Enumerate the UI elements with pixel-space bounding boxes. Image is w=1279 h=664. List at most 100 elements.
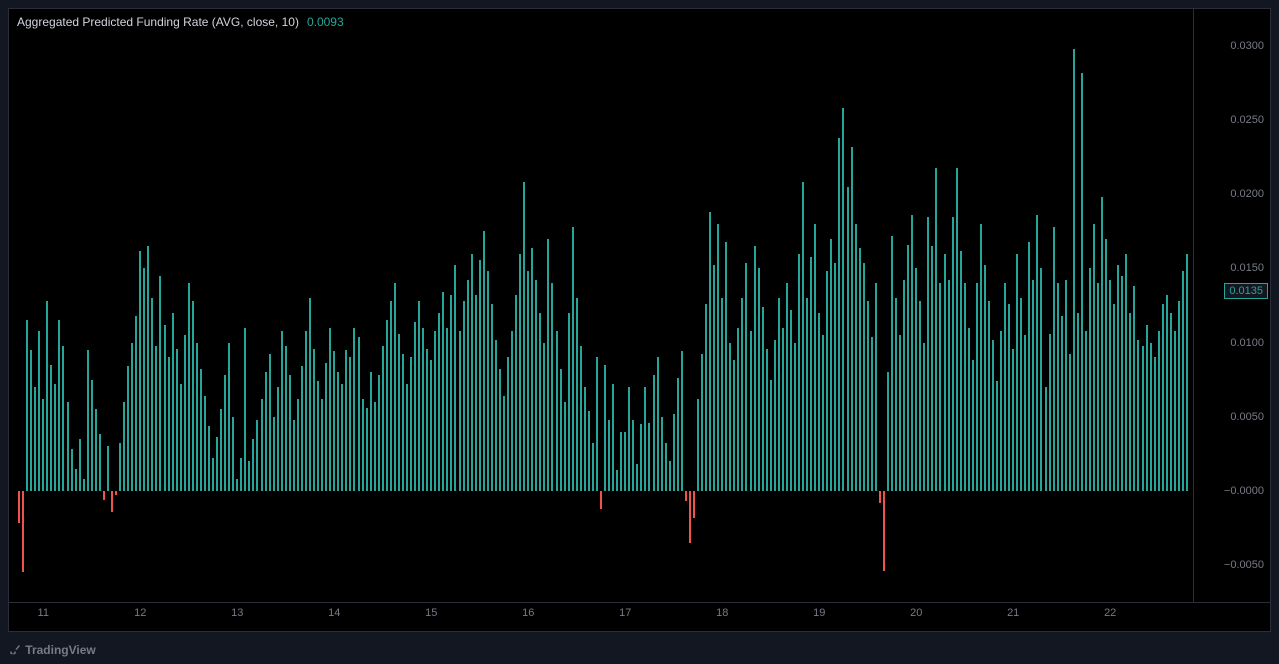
x-tick-label: 11	[38, 607, 49, 619]
funding-bar	[87, 350, 89, 491]
funding-bar	[972, 360, 974, 490]
funding-bar	[159, 276, 161, 491]
funding-bar	[22, 491, 24, 573]
funding-bar	[624, 432, 626, 491]
x-axis[interactable]: 111213141516171819202122	[9, 603, 1194, 631]
funding-bar	[539, 313, 541, 491]
funding-bar	[168, 357, 170, 490]
funding-bar	[151, 298, 153, 491]
funding-bar	[653, 375, 655, 491]
funding-bar	[176, 349, 178, 491]
funding-bar	[697, 399, 699, 491]
funding-bar	[475, 295, 477, 491]
funding-bar	[434, 331, 436, 491]
funding-bar	[519, 254, 521, 491]
tradingview-attribution[interactable]: ᎑ᐟ TradingView	[10, 642, 96, 658]
funding-bar	[402, 354, 404, 490]
funding-bar	[329, 328, 331, 491]
funding-bar	[220, 409, 222, 491]
funding-bar	[560, 369, 562, 491]
funding-bar	[1049, 334, 1051, 491]
funding-bar	[1020, 298, 1022, 491]
funding-bar	[592, 443, 594, 490]
funding-bar	[26, 320, 28, 490]
funding-bar	[657, 357, 659, 490]
funding-bar	[467, 280, 469, 491]
y-tick-label: 0.0250	[1230, 114, 1264, 126]
funding-bar	[1158, 331, 1160, 491]
funding-bar	[968, 328, 970, 491]
funding-bar	[770, 380, 772, 491]
funding-bar	[147, 246, 149, 491]
funding-bar	[479, 260, 481, 491]
funding-bar	[261, 399, 263, 491]
funding-bar	[802, 182, 804, 490]
funding-bar	[766, 349, 768, 491]
funding-bar	[345, 350, 347, 491]
funding-bar	[135, 316, 137, 491]
funding-bar	[669, 461, 671, 491]
funding-bar	[952, 217, 954, 491]
funding-bar	[398, 334, 400, 491]
funding-bar	[394, 283, 396, 491]
funding-bar	[1081, 73, 1083, 491]
funding-bar	[1032, 280, 1034, 491]
funding-bar	[200, 369, 202, 491]
funding-bar	[762, 307, 764, 491]
funding-bar	[640, 424, 642, 491]
funding-bar	[1004, 283, 1006, 491]
funding-bar	[960, 251, 962, 491]
funding-bar	[568, 313, 570, 491]
funding-bar	[863, 263, 865, 491]
y-axis[interactable]: 0.03000.02500.02000.01500.01000.0050−0.0…	[1194, 9, 1270, 603]
chart-legend[interactable]: Aggregated Predicted Funding Rate (AVG, …	[17, 15, 344, 29]
funding-bar	[830, 239, 832, 491]
funding-bar	[463, 301, 465, 491]
bars-container	[9, 9, 1193, 602]
funding-bar	[83, 479, 85, 491]
funding-bar	[588, 411, 590, 491]
funding-bar	[689, 491, 691, 543]
funding-bar	[1182, 271, 1184, 490]
funding-bar	[527, 271, 529, 490]
funding-bar	[984, 265, 986, 490]
funding-bar	[459, 331, 461, 491]
funding-bar	[390, 301, 392, 491]
funding-bar	[834, 263, 836, 491]
funding-bar	[378, 375, 380, 491]
funding-bar	[556, 331, 558, 491]
funding-bar	[1142, 346, 1144, 491]
funding-bar	[709, 212, 711, 491]
y-tick-label: 0.0050	[1230, 411, 1264, 423]
funding-bar	[103, 491, 105, 500]
funding-bar	[790, 310, 792, 491]
funding-bar	[600, 491, 602, 509]
funding-bar	[774, 340, 776, 491]
funding-bar	[1125, 254, 1127, 491]
funding-bar	[131, 343, 133, 491]
funding-bar	[99, 434, 101, 490]
funding-bar	[1085, 331, 1087, 491]
funding-bar	[939, 283, 941, 491]
funding-bar	[1016, 254, 1018, 491]
funding-bar	[636, 464, 638, 491]
funding-bar	[252, 439, 254, 491]
x-tick-label: 16	[522, 607, 534, 619]
funding-bar	[980, 224, 982, 491]
funding-bar	[871, 337, 873, 491]
funding-bar	[988, 301, 990, 491]
funding-bar	[91, 380, 93, 491]
funding-bar	[1117, 265, 1119, 490]
funding-bar	[192, 301, 194, 491]
funding-bar	[95, 409, 97, 491]
funding-bar	[1097, 283, 1099, 491]
funding-bar	[923, 343, 925, 491]
funding-bar	[62, 346, 64, 491]
chart-plot-area[interactable]: Aggregated Predicted Funding Rate (AVG, …	[9, 9, 1194, 603]
funding-bar	[547, 239, 549, 491]
funding-bar	[454, 265, 456, 490]
funding-bar	[269, 354, 271, 490]
funding-bar	[1089, 268, 1091, 490]
funding-bar	[208, 426, 210, 491]
funding-bar	[418, 301, 420, 491]
